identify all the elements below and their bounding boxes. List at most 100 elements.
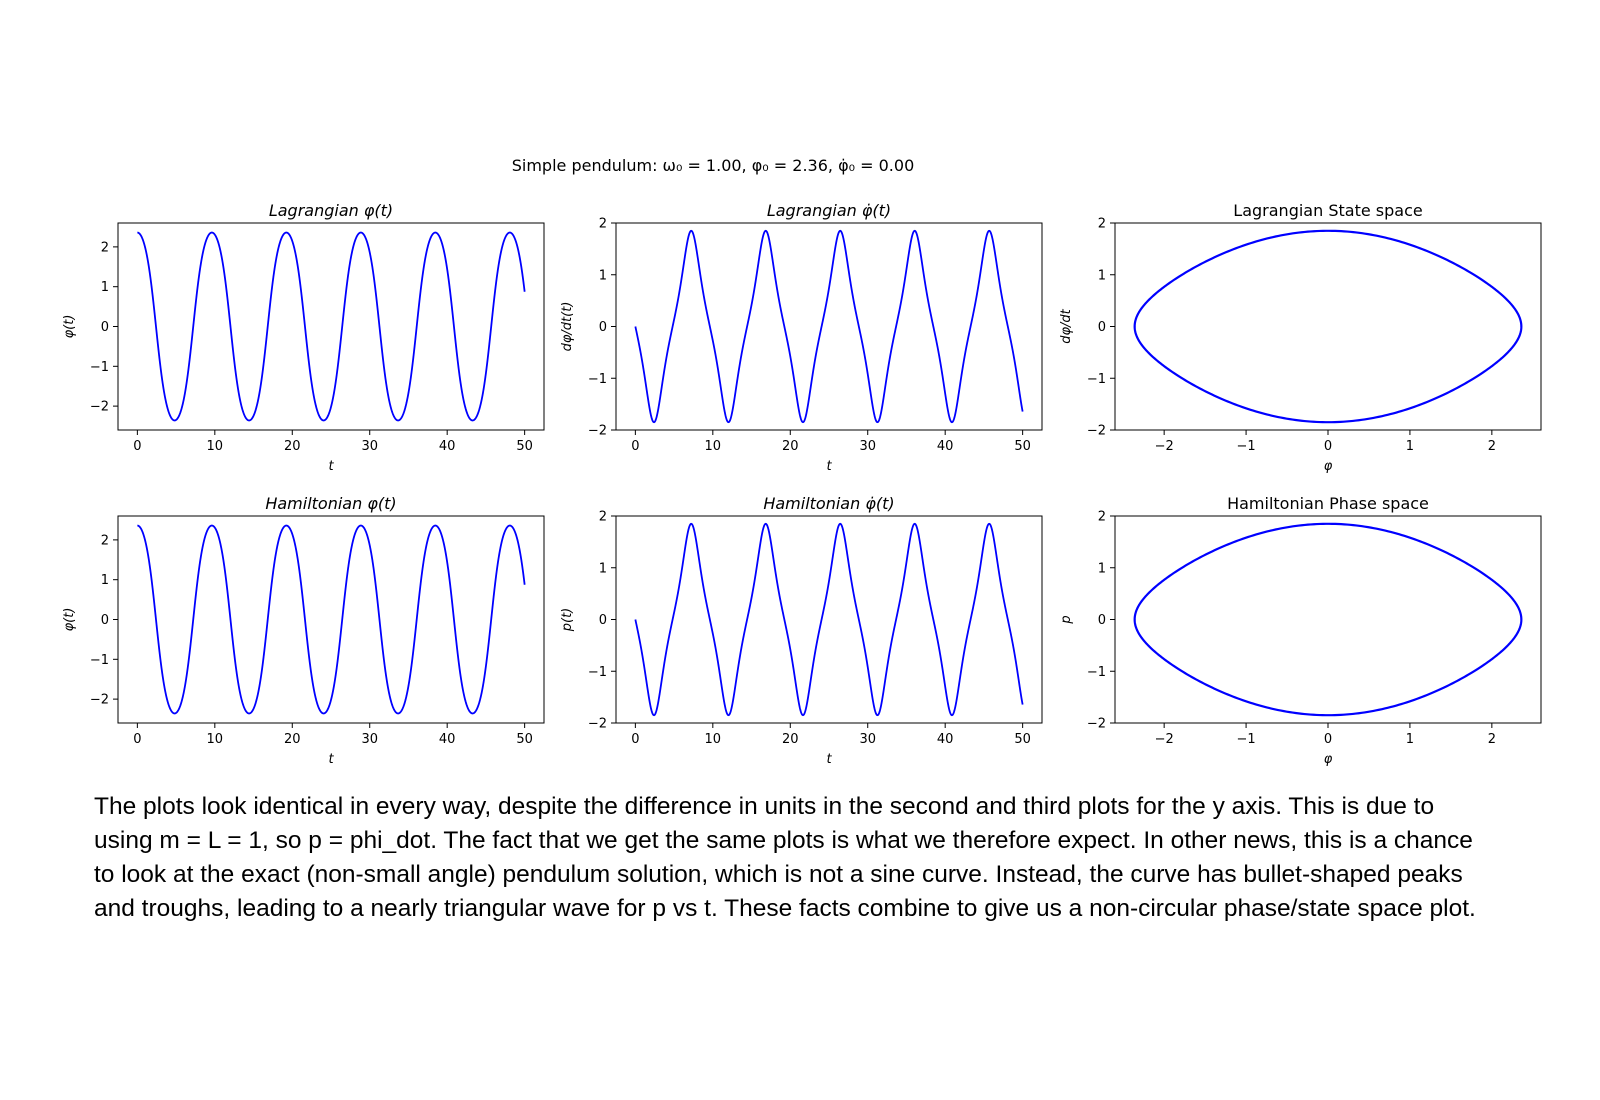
lag-state-xtick-label: 0 <box>1324 439 1332 454</box>
ham-phase-xlabel: φ <box>1324 752 1333 767</box>
ham-phidot-xtick-label: 0 <box>631 732 639 747</box>
figure-suptitle: Simple pendulum: ω₀ = 1.00, φ₀ = 2.36, φ… <box>512 156 915 175</box>
lag-phidot-xtick-label: 0 <box>631 439 639 454</box>
caption-line: to look at the exact (non-small angle) p… <box>94 861 1463 888</box>
lag-phidot-ytick-label: 0 <box>599 320 607 335</box>
lag-phidot-ytick-label: 1 <box>599 268 607 283</box>
lag-phidot-title: Lagrangian φ̇(t) <box>767 201 891 220</box>
ham-phidot-ytick-label: 0 <box>599 613 607 628</box>
ham-phidot-axes-frame <box>615 515 1043 724</box>
lag-phi-xtick-label: 50 <box>516 439 533 454</box>
lag-state-xtick-label: 1 <box>1406 439 1414 454</box>
lag-phidot-ytick-label: −1 <box>588 372 607 387</box>
lag-state-ytick-label: 1 <box>1098 268 1106 283</box>
lag-state-axes-frame <box>1114 222 1542 431</box>
ham-phi-xlabel: t <box>328 752 334 767</box>
ham-phidot-xlabel: t <box>826 752 832 767</box>
ham-phi-xtick-label: 50 <box>516 732 533 747</box>
lag-phidot-xlabel: t <box>826 459 832 474</box>
ham-phidot-ytick-label: 2 <box>599 510 607 525</box>
lag-phi-xlabel: t <box>328 459 334 474</box>
ham-phidot-series-line <box>634 522 1024 717</box>
lag-state-series-line <box>1133 229 1523 424</box>
lag-phidot-xtick-label: 50 <box>1014 439 1031 454</box>
ham-phi-title: Hamiltonian φ(t) <box>265 494 396 513</box>
caption: The plots look identical in every way, d… <box>94 790 1534 926</box>
lag-phi-xtick-label: 30 <box>361 439 378 454</box>
lag-state-ytick-label: 0 <box>1098 320 1106 335</box>
ham-phase-xtick-label: −2 <box>1155 732 1174 747</box>
ham-phidot-xtick-label: 20 <box>782 732 799 747</box>
lag-phi-xtick-label: 0 <box>133 439 141 454</box>
ham-phi-ytick-label: 0 <box>101 613 109 628</box>
ham-phase-xtick-label: 0 <box>1324 732 1332 747</box>
ham-phase-axes-frame <box>1114 515 1542 724</box>
lag-state-xlabel: φ <box>1324 459 1333 474</box>
ham-phase-ylabel: p <box>1059 615 1074 624</box>
lag-phi-xtick-label: 10 <box>207 439 224 454</box>
lag-phidot-ytick-label: 2 <box>599 217 607 232</box>
ham-phase-ytick-label: −2 <box>1087 717 1106 732</box>
ham-phase-ytick-label: 1 <box>1098 561 1106 576</box>
lag-phidot-ylabel: dφ/dt(t) <box>560 302 575 352</box>
ham-phase-title: Hamiltonian Phase space <box>1227 494 1429 513</box>
ham-phi-series-line <box>137 524 526 715</box>
lag-state-ytick-label: 2 <box>1098 217 1106 232</box>
pendulum-figure: Simple pendulum: ω₀ = 1.00, φ₀ = 2.36, φ… <box>62 156 1542 767</box>
ham-phidot-ytick-label: −2 <box>588 717 607 732</box>
ham-phidot-ylabel: p(t) <box>560 608 575 633</box>
ham-phidot-xtick-label: 40 <box>937 732 954 747</box>
ham-phase-xtick-label: 1 <box>1406 732 1414 747</box>
ham-phidot-xtick-label: 50 <box>1014 732 1031 747</box>
lag-phidot-xtick-label: 20 <box>782 439 799 454</box>
caption-line: and troughs, leading to a nearly triangu… <box>94 895 1476 922</box>
lag-phidot-xtick-label: 30 <box>859 439 876 454</box>
caption-line: using m = L = 1, so p = phi_dot. The fac… <box>94 827 1473 854</box>
caption-line: The plots look identical in every way, d… <box>94 793 1435 820</box>
lag-phidot-xtick-label: 40 <box>937 439 954 454</box>
ham-phi-xtick-label: 30 <box>361 732 378 747</box>
lag-phidot-ytick-label: −2 <box>588 424 607 439</box>
lag-phi-xtick-label: 40 <box>439 439 456 454</box>
lag-phidot-axes-frame <box>615 222 1043 431</box>
lag-state-ylabel: dφ/dt <box>1059 308 1074 343</box>
lag-phi-ylabel: φ(t) <box>62 315 77 339</box>
lag-phi-title: Lagrangian φ(t) <box>269 201 393 220</box>
lag-phidot-series-line <box>634 229 1024 424</box>
ham-phidot-xtick-label: 30 <box>859 732 876 747</box>
ham-phidot-ytick-label: 1 <box>599 561 607 576</box>
ham-phase-ytick-label: 0 <box>1098 613 1106 628</box>
lag-state-xtick-label: 2 <box>1488 439 1496 454</box>
ham-phi-ytick-label: 1 <box>101 573 109 588</box>
lag-phi-ytick-label: −1 <box>90 360 109 375</box>
lag-state-xtick-label: −2 <box>1155 439 1174 454</box>
lag-phi-ytick-label: 1 <box>101 280 109 295</box>
ham-phidot-title: Hamiltonian φ̇(t) <box>763 494 894 513</box>
lag-state-ytick-label: −2 <box>1087 424 1106 439</box>
lag-state-ytick-label: −1 <box>1087 372 1106 387</box>
lag-phi-ytick-label: 2 <box>101 240 109 255</box>
ham-phi-xtick-label: 0 <box>133 732 141 747</box>
ham-phi-ytick-label: −1 <box>90 653 109 668</box>
lag-phi-ytick-label: 0 <box>101 320 109 335</box>
ham-phidot-xtick-label: 10 <box>705 732 722 747</box>
ham-phidot-ytick-label: −1 <box>588 665 607 680</box>
ham-phase-series-line <box>1133 522 1523 717</box>
lag-phidot-xtick-label: 10 <box>705 439 722 454</box>
lag-phi-ytick-label: −2 <box>90 400 109 415</box>
ham-phi-ytick-label: 2 <box>101 533 109 548</box>
lag-phi-axes-frame <box>117 222 545 431</box>
ham-phi-ylabel: φ(t) <box>62 608 77 632</box>
lag-phi-series-line <box>137 231 526 422</box>
ham-phi-axes-frame <box>117 515 545 724</box>
ham-phi-xtick-label: 20 <box>284 732 301 747</box>
ham-phase-ytick-label: 2 <box>1098 510 1106 525</box>
lag-state-xtick-label: −1 <box>1236 439 1255 454</box>
ham-phase-ytick-label: −1 <box>1087 665 1106 680</box>
ham-phi-xtick-label: 10 <box>207 732 224 747</box>
lag-phi-xtick-label: 20 <box>284 439 301 454</box>
ham-phi-ytick-label: −2 <box>90 693 109 708</box>
ham-phase-xtick-label: −1 <box>1236 732 1255 747</box>
ham-phi-xtick-label: 40 <box>439 732 456 747</box>
ham-phase-xtick-label: 2 <box>1488 732 1496 747</box>
